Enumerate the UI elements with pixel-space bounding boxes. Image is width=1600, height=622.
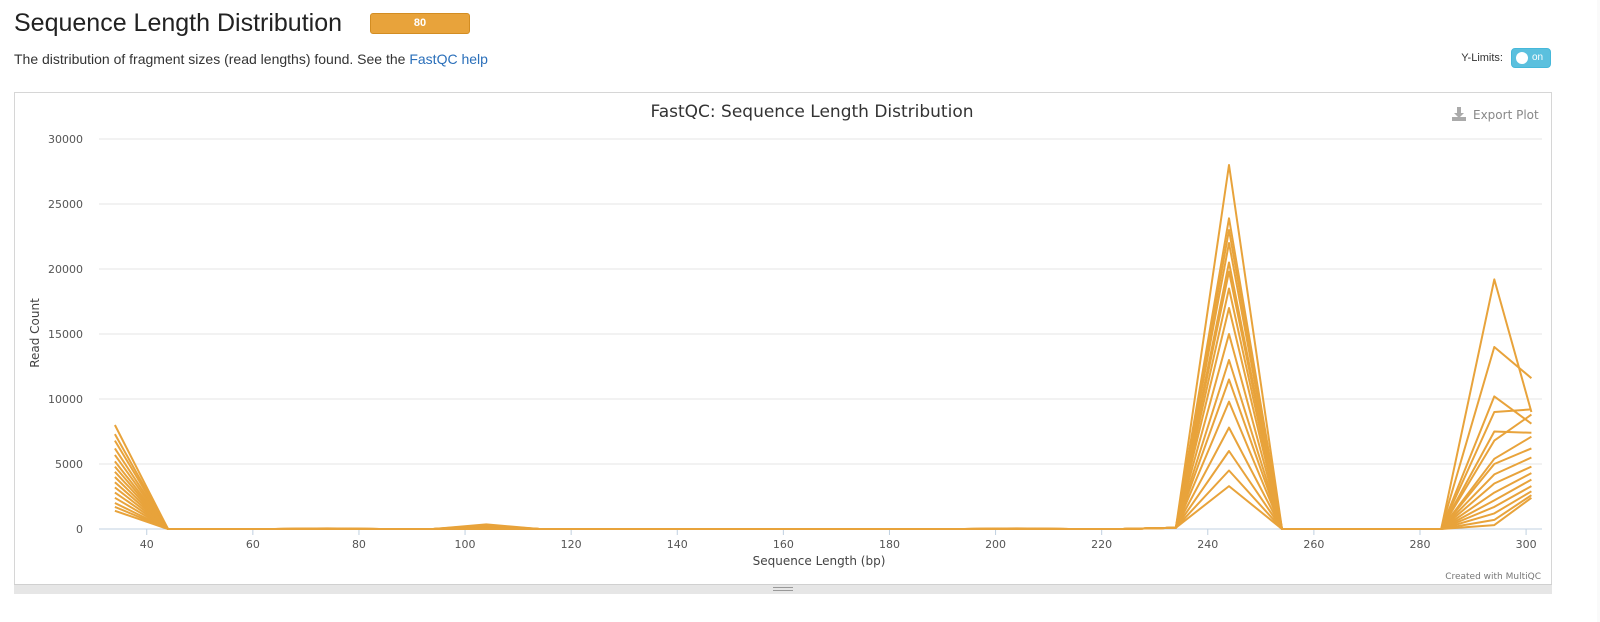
y-tick-label: 15000 (48, 328, 83, 341)
x-axis-label: Sequence Length (bp) (753, 554, 886, 568)
series-line[interactable] (114, 217, 1533, 530)
y-axis: 0 5000 10000 15000 20000 25000 30000 (48, 133, 83, 536)
y-axis-label: Read Count (28, 298, 42, 368)
x-tick-label: 220 (1091, 538, 1112, 551)
plot-resize-handle[interactable] (14, 584, 1552, 594)
x-tick-label: 140 (667, 538, 688, 551)
scrollbar-edge (1597, 0, 1600, 622)
y-tick-label: 30000 (48, 133, 83, 146)
x-tick-label: 40 (140, 538, 154, 551)
ylimits-label: Y-Limits: (1461, 52, 1503, 64)
x-tick-label: 80 (352, 538, 366, 551)
resize-grip-icon (773, 587, 793, 591)
series-line[interactable] (114, 270, 1532, 530)
y-tick-label: 25000 (48, 198, 83, 211)
series-line[interactable] (114, 261, 1532, 530)
series-line[interactable] (114, 229, 1532, 530)
fastqc-help-link[interactable]: FastQC help (409, 51, 488, 67)
x-tick-label: 200 (985, 538, 1006, 551)
ylimits-control: Y-Limits: on (1461, 48, 1551, 68)
series-line[interactable] (114, 378, 1532, 530)
y-tick-label: 20000 (48, 263, 83, 276)
y-tick-label: 5000 (55, 458, 83, 471)
chart-svg: 40 60 80 100 120 140 160 180 200 220 240 260 280 300 … (28, 102, 1542, 582)
chart-title: FastQC: Sequence Length Distribution (650, 102, 973, 122)
section-description: The distribution of fragment sizes (read… (14, 51, 488, 67)
series-line[interactable] (114, 359, 1532, 530)
series-line[interactable] (114, 287, 1532, 530)
x-axis: 40 60 80 100 120 140 160 180 200 220 240 260 280 300 (99, 528, 1542, 551)
series-line[interactable] (114, 307, 1532, 530)
y-tick-label: 0 (76, 523, 83, 536)
x-tick-label: 300 (1516, 538, 1537, 551)
x-tick-label: 100 (455, 538, 476, 551)
x-tick-label: 260 (1303, 538, 1324, 551)
series-line[interactable] (114, 485, 1532, 530)
series-line[interactable] (114, 164, 1533, 530)
plot-container: 40 60 80 100 120 140 160 180 200 220 240 260 280 300 … (14, 92, 1552, 593)
x-tick-label: 160 (773, 538, 794, 551)
series-line[interactable] (114, 450, 1532, 530)
grid-lines (99, 138, 1542, 530)
x-tick-label: 240 (1197, 538, 1218, 551)
series-lines (114, 164, 1533, 530)
page-title: Sequence Length Distribution (14, 9, 343, 37)
toggle-label: on (1532, 52, 1544, 63)
series-line[interactable] (114, 426, 1532, 530)
status-badge: 80 (370, 13, 471, 34)
download-icon (1452, 107, 1466, 121)
series-line[interactable] (114, 400, 1532, 530)
y-tick-label: 10000 (48, 393, 83, 406)
x-tick-label: 120 (561, 538, 582, 551)
series-line[interactable] (114, 333, 1532, 530)
series-line[interactable] (114, 469, 1532, 530)
series-line[interactable] (114, 242, 1532, 530)
ylimits-toggle[interactable]: on (1511, 48, 1551, 68)
x-tick-label: 60 (246, 538, 260, 551)
multiqc-credit: Created with MultiQC (1445, 572, 1541, 582)
x-tick-label: 280 (1409, 538, 1430, 551)
export-plot-button[interactable]: Export Plot (1452, 107, 1539, 122)
heading-row: Sequence Length Distribution 80 (14, 9, 471, 38)
toggle-knob (1516, 52, 1528, 64)
x-tick-label: 180 (879, 538, 900, 551)
export-plot-label: Export Plot (1473, 108, 1539, 122)
description-text: The distribution of fragment sizes (read… (14, 51, 410, 67)
